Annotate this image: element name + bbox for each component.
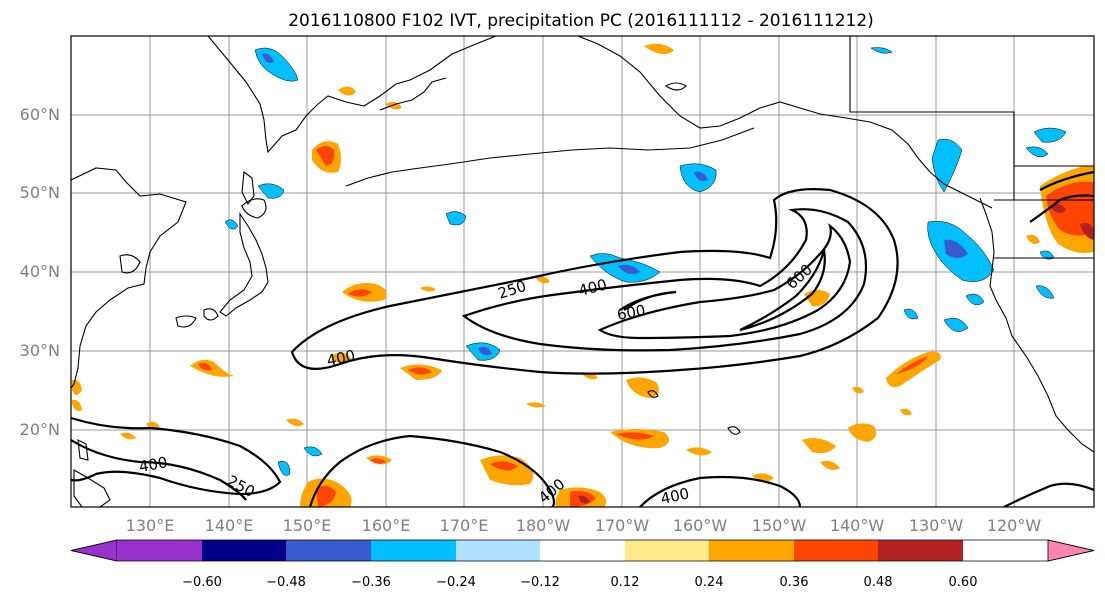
contour-label-600-a: 600	[616, 301, 647, 324]
lat-label-40n: 40°N	[20, 262, 60, 281]
colorbar-tick-label: 0.60	[949, 575, 978, 590]
lat-label-20n: 20°N	[20, 420, 60, 439]
colorbar-tick-label: 0.48	[864, 575, 893, 590]
colorbar-tick-label: −0.48	[266, 575, 306, 590]
colorbar-segment	[878, 540, 963, 561]
colorbar-tick-label: −0.36	[351, 575, 391, 590]
ivt-contours	[71, 170, 1094, 507]
colorbar-tick-label: −0.24	[436, 575, 476, 590]
lon-label-170w: 170°W	[595, 516, 650, 535]
ivt-contour-labels: 250 400 600 600 400 400 250 400 400	[138, 260, 816, 507]
coastlines	[71, 36, 1094, 507]
colorbar-tick-label: 0.12	[611, 575, 640, 590]
lon-label-140w: 140°W	[830, 516, 885, 535]
map-frame	[70, 35, 1095, 508]
precip-negative-areas	[224, 47, 1067, 476]
lon-label-130w: 130°W	[909, 516, 964, 535]
colorbar-tick-label: 0.36	[780, 575, 809, 590]
contour-label-400-b: 400	[325, 346, 357, 370]
lat-label-50n: 50°N	[20, 183, 60, 202]
map-layers	[71, 36, 1094, 507]
lon-label-150w: 150°W	[752, 516, 807, 535]
colorbar-extend-max	[1047, 539, 1095, 562]
contour-label-400-c: 400	[138, 453, 169, 476]
lon-label-170e: 170°E	[440, 516, 489, 535]
colorbar-segment	[540, 540, 625, 561]
colorbar-segment	[456, 540, 540, 561]
colorbar: −0.60 −0.48 −0.36 −0.24 −0.12 0.12 0.24 …	[70, 539, 1095, 590]
colorbar-segments	[70, 539, 1095, 562]
political-borders	[849, 36, 1094, 259]
map-title: 2016110800 F102 IVT, precipitation PC (2…	[288, 11, 874, 31]
lon-label-120w: 120°W	[987, 516, 1042, 535]
lat-label-30n: 30°N	[20, 341, 60, 360]
lon-label-150e: 150°E	[283, 516, 332, 535]
colorbar-segment	[371, 540, 456, 561]
colorbar-segment	[117, 540, 202, 561]
colorbar-segment	[709, 540, 794, 561]
precip-positive-areas	[72, 43, 1094, 507]
lon-label-140e: 140°E	[205, 516, 254, 535]
colorbar-extend-min	[70, 539, 118, 562]
colorbar-segment	[202, 540, 286, 561]
latitude-labels: 60°N 50°N 40°N 30°N 20°N	[20, 105, 60, 439]
colorbar-segment	[625, 540, 709, 561]
lat-label-60n: 60°N	[20, 105, 60, 124]
colorbar-tick-labels: −0.60 −0.48 −0.36 −0.24 −0.12 0.12 0.24 …	[182, 575, 977, 590]
colorbar-tick-label: 0.24	[695, 575, 724, 590]
contour-label-400-e: 400	[659, 484, 691, 508]
lon-label-130e: 130°E	[126, 516, 175, 535]
lon-label-160e: 160°E	[362, 516, 411, 535]
colorbar-tick-label: −0.60	[182, 575, 222, 590]
lon-label-180w: 180°W	[516, 516, 571, 535]
colorbar-tick-label: −0.12	[520, 575, 560, 590]
colorbar-outline	[70, 539, 1095, 562]
lon-label-160w: 160°W	[673, 516, 728, 535]
colorbar-segment	[286, 540, 371, 561]
colorbar-segment	[794, 540, 878, 561]
longitude-labels: 130°E 140°E 150°E 160°E 170°E 180°W 170°…	[126, 516, 1042, 535]
